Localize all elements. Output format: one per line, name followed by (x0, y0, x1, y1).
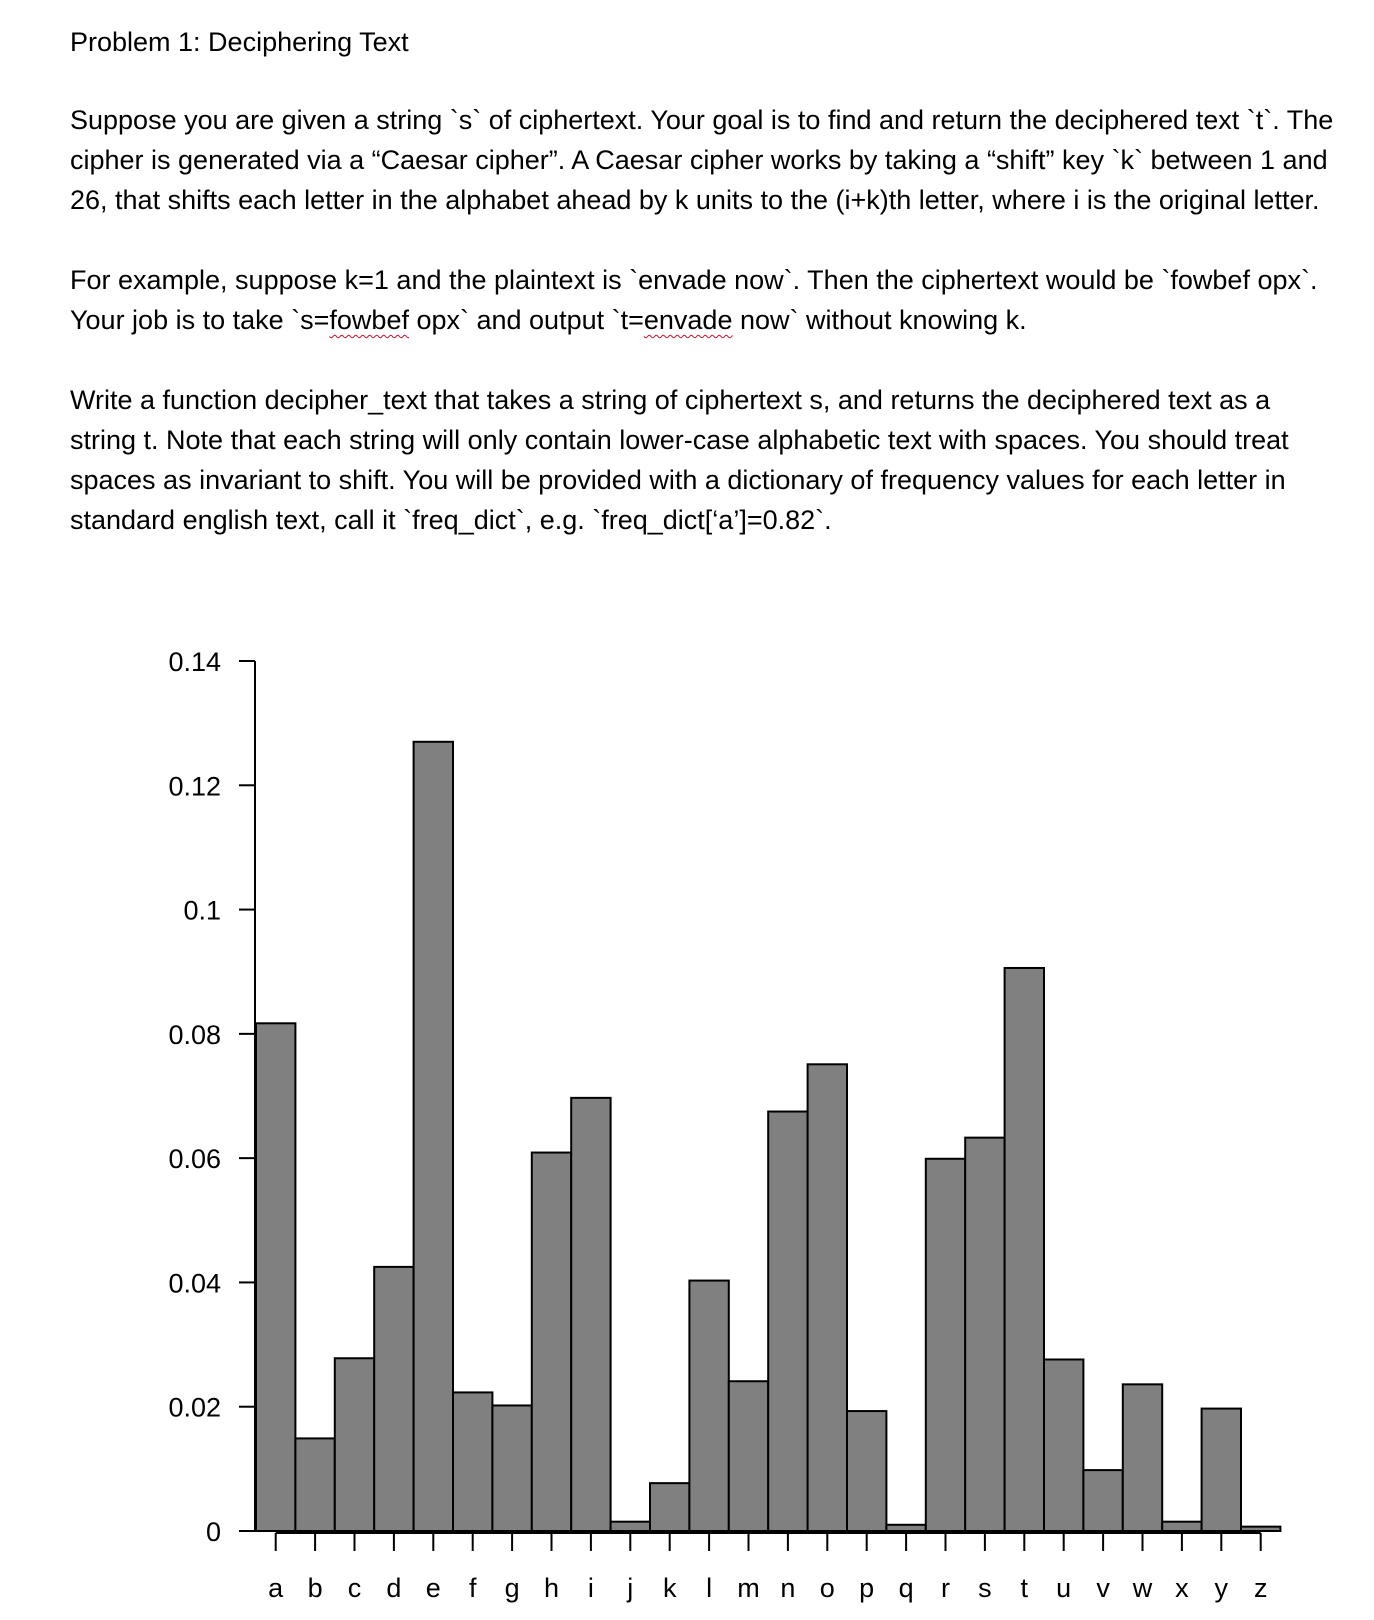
bar-k (649, 1482, 691, 1533)
paragraph-task: Write a function decipher_text that take… (70, 385, 1289, 535)
bar-m (727, 1380, 770, 1532)
problem-title: Problem 1: Deciphering Text (70, 27, 409, 57)
x-tick-label: e (426, 1573, 441, 1603)
bar-w (1121, 1383, 1164, 1533)
x-tick-label: u (1056, 1573, 1071, 1603)
x-tick-label: g (505, 1573, 520, 1603)
y-tick-label: 0 (206, 1517, 221, 1547)
bar-i (570, 1096, 612, 1532)
x-tick-label: v (1096, 1573, 1110, 1603)
x-tick-label: l (706, 1573, 712, 1603)
paragraph-intro: Suppose you are given a string `s` of ci… (70, 105, 1334, 215)
bar-n (767, 1110, 809, 1533)
bar-l (688, 1279, 730, 1533)
x-tick-label: i (588, 1573, 594, 1603)
document-body: Problem 1: Deciphering Text Suppose you … (70, 22, 1340, 580)
bar-d (373, 1265, 415, 1532)
y-tick-label: 0.06 (168, 1144, 221, 1174)
bar-z (1240, 1525, 1282, 1533)
x-tick-label: d (386, 1573, 401, 1603)
bars (255, 740, 1282, 1533)
bar-s (964, 1136, 1006, 1533)
example-text-2: opx` and output `t= (408, 305, 644, 335)
y-tick-label: 0.04 (168, 1268, 221, 1298)
x-tick-label: n (780, 1573, 795, 1603)
x-tick-label: s (978, 1573, 992, 1603)
bar-a (255, 1022, 297, 1532)
bar-p (846, 1410, 888, 1533)
y-axis: 0 0.02 0.04 0.06 0.08 0.1 0.12 0.14 (168, 647, 256, 1547)
bar-q (885, 1523, 927, 1533)
x-tick-label: m (737, 1573, 760, 1603)
x-tick-label: x (1175, 1573, 1189, 1603)
x-tick-label: c (348, 1573, 362, 1603)
x-tick-label: j (626, 1573, 633, 1603)
x-tick-label: a (268, 1573, 284, 1603)
bar-u (1043, 1358, 1085, 1532)
bar-f (452, 1391, 494, 1532)
bar-v (1082, 1469, 1124, 1532)
y-tick-label: 0.08 (168, 1020, 221, 1050)
bar-t (1003, 966, 1045, 1532)
x-tick-label: z (1254, 1573, 1268, 1603)
x-tick-label: t (1021, 1573, 1029, 1603)
bar-j (609, 1520, 651, 1533)
y-tick-label: 0.02 (168, 1393, 221, 1423)
bar-e (412, 740, 455, 1532)
x-tick-label: b (308, 1573, 323, 1603)
spellcheck-word-fowbef[interactable]: fowbef (329, 305, 409, 335)
y-tick-label: 0.1 (183, 896, 221, 926)
bar-o (806, 1063, 848, 1532)
example-text-3: now` without knowing k. (732, 305, 1027, 335)
x-tick-label: r (941, 1573, 950, 1603)
bar-x (1161, 1520, 1203, 1533)
bar-y (1200, 1407, 1242, 1533)
spellcheck-word-envade[interactable]: envade (643, 305, 733, 335)
y-tick-label: 0.12 (168, 771, 221, 801)
x-tick-label: o (820, 1573, 835, 1603)
x-tick-label: f (469, 1573, 477, 1603)
x-tick-label: h (544, 1573, 559, 1603)
bar-h (530, 1151, 573, 1533)
x-tick-label: w (1132, 1573, 1153, 1603)
bar-c (333, 1357, 376, 1532)
paragraph-example: For example, suppose k=1 and the plainte… (70, 260, 1340, 340)
bar-g (491, 1404, 533, 1533)
x-tick-label: q (899, 1573, 914, 1603)
y-tick-label: 0.14 (168, 647, 221, 677)
bar-r (924, 1157, 967, 1532)
x-tick-label: p (859, 1573, 874, 1603)
x-tick-label: k (663, 1573, 677, 1603)
bar-b (294, 1437, 336, 1532)
example-text-1: For example, suppose k=1 and the plainte… (70, 265, 1318, 335)
x-tick-label: y (1215, 1573, 1229, 1603)
